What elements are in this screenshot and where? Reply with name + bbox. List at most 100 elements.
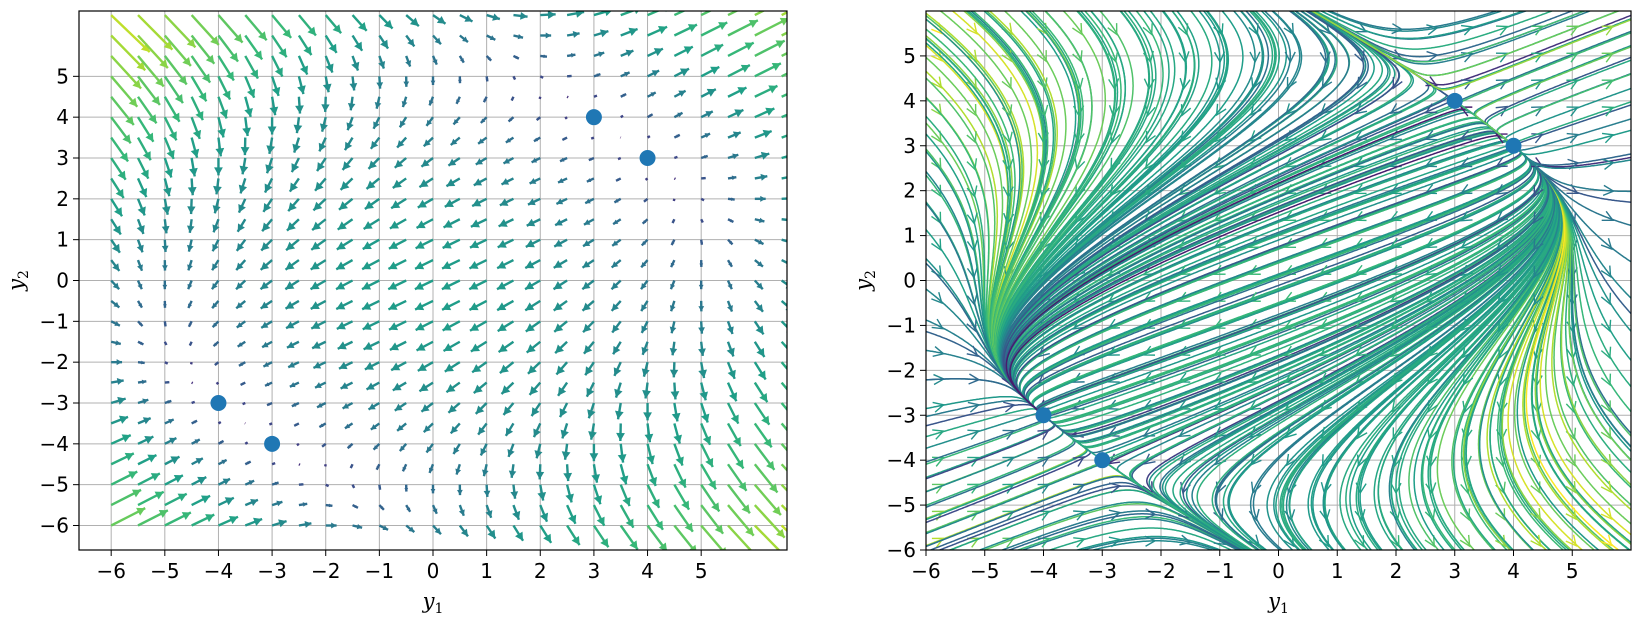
quiver-arrowhead	[705, 457, 714, 468]
quiver-arrowhead	[507, 449, 515, 457]
y-tick-label: −3	[40, 391, 69, 415]
quiver-arrowhead	[164, 168, 173, 178]
quiver-arrowhead	[727, 305, 733, 312]
quiver-arrowhead	[162, 265, 168, 271]
streamline	[1001, 11, 1327, 415]
streamline	[1288, 146, 1558, 550]
streamline	[1474, 46, 1631, 146]
y-tick-label: 4	[903, 89, 916, 113]
quiver-arrowhead	[787, 238, 795, 245]
quiver-arrowhead	[162, 284, 168, 290]
quiver-arrowhead	[582, 281, 591, 290]
quiver-arrow	[781, 218, 787, 222]
quiver-arrowhead	[475, 158, 483, 165]
streamline-arrow	[1600, 507, 1613, 520]
quiver-arrowhead	[370, 424, 377, 430]
quiver-arrowhead	[673, 434, 682, 444]
quiver-arrowhead	[700, 242, 703, 245]
streamline-arrow	[1530, 507, 1541, 521]
quiver-arrowhead	[116, 359, 123, 366]
quiver-arrowhead	[711, 502, 720, 512]
quiver-arrowhead	[260, 301, 269, 309]
streamline-arrow	[1142, 345, 1156, 356]
streamline-arrow	[1284, 51, 1296, 64]
quiver-arrowhead	[319, 423, 324, 428]
quiver-arrowhead	[531, 407, 540, 417]
streamline-arrow	[1459, 210, 1473, 222]
quiver-arrowhead	[394, 403, 403, 411]
streamline	[1006, 111, 1513, 416]
quiver-arrowhead	[136, 225, 145, 234]
streamline-arrow	[1108, 105, 1121, 118]
streamline-arrow	[1212, 345, 1226, 356]
streamline-arrow	[1213, 372, 1226, 383]
streamline-arrow	[1424, 508, 1436, 522]
field-layer	[110, 11, 806, 550]
quiver-arrow	[780, 340, 787, 350]
quiver-arrowhead	[193, 420, 198, 424]
quiver-arrow	[781, 238, 787, 243]
quiver-arrowhead	[593, 495, 603, 505]
quiver-arrowhead	[222, 90, 231, 100]
quiver-arrowhead	[170, 456, 180, 465]
quiver-arrowhead	[797, 462, 806, 471]
quiver-arrowhead	[561, 451, 571, 460]
streamline-arrow	[1459, 508, 1471, 522]
streamline-arrow	[1565, 400, 1577, 414]
streamline-arrow	[1108, 78, 1120, 91]
streamline-arrow	[1072, 22, 1083, 36]
streamline-arrow	[1248, 399, 1262, 411]
quiver-arrowhead	[163, 187, 172, 197]
quiver-arrowhead	[432, 59, 438, 65]
quiver-arrowhead	[178, 75, 187, 85]
x-tick-label: 5	[1566, 559, 1579, 583]
quiver-arrowhead	[755, 325, 764, 335]
streamline	[1319, 11, 1526, 40]
streamline-arrow	[1427, 427, 1438, 441]
streamline-arrow	[1566, 183, 1580, 195]
quiver-arrowhead	[657, 26, 668, 35]
streamline-arrow	[1037, 345, 1050, 358]
quiver-arrowhead	[641, 240, 647, 246]
streamline-arrow	[1565, 454, 1576, 467]
y-tick-label: 0	[903, 269, 916, 293]
quiver-arrowhead	[459, 58, 464, 63]
streamline-arrow	[1250, 481, 1262, 495]
quiver-arrowhead	[225, 71, 234, 81]
quiver-arrowhead	[505, 137, 511, 143]
quiver-arrowhead	[265, 164, 274, 174]
equilibrium-point	[1035, 407, 1052, 424]
quiver-arrow	[780, 402, 787, 412]
quiver-arrowhead	[575, 11, 585, 18]
quiver-arrowhead	[569, 74, 572, 78]
quiver-arrowhead	[797, 106, 806, 114]
quiver-arrowhead	[503, 406, 512, 415]
quiver-arrowhead	[198, 92, 207, 102]
quiver-arrowhead	[483, 490, 491, 497]
quiver-arrowhead	[111, 243, 120, 253]
quiver-arrowhead	[215, 147, 225, 157]
quiver-arrowhead	[450, 425, 459, 434]
streamline-arrow	[1353, 183, 1367, 195]
quiver-arrowhead	[282, 28, 292, 38]
streamline	[926, 413, 1049, 465]
streamline-arrow	[1318, 22, 1331, 35]
quiver-arrowhead	[376, 466, 380, 470]
quiver-arrowhead	[187, 206, 196, 215]
streamline	[1044, 146, 1549, 432]
streamline	[977, 501, 1246, 550]
streamline-arrow	[1356, 454, 1368, 468]
quiver-arrowhead	[239, 165, 249, 175]
streamline-arrow	[1425, 76, 1439, 87]
quiver-arrowhead	[625, 518, 634, 528]
streamline	[1000, 510, 1244, 550]
streamline-arrow	[966, 76, 977, 90]
quiver-arrowhead	[473, 178, 483, 186]
quiver-arrowhead	[311, 321, 321, 329]
quiver-arrowhead	[740, 64, 750, 73]
quiver-arrowhead	[472, 198, 482, 207]
quiver-arrowhead	[698, 327, 705, 334]
streamline-arrow	[1073, 510, 1086, 521]
streamline	[926, 415, 1055, 479]
quiver-arrowhead	[703, 176, 706, 180]
